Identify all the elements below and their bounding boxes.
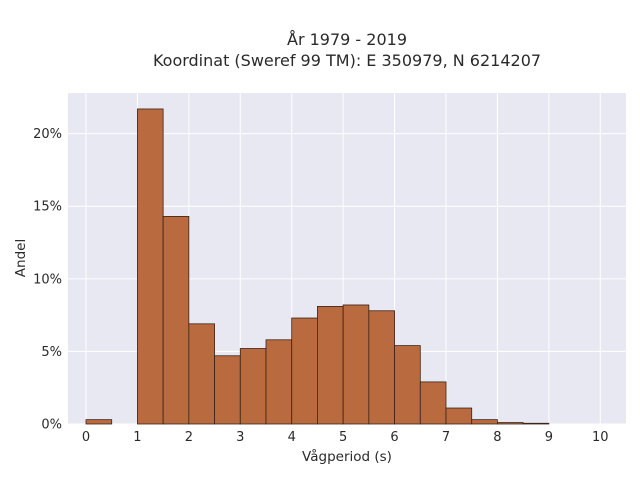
x-tick-label: 5 bbox=[339, 430, 347, 445]
y-tick-label: 0% bbox=[41, 418, 62, 433]
histogram-bar bbox=[419, 381, 447, 425]
y-tick-label: 15% bbox=[33, 200, 62, 215]
y-tick-label: 5% bbox=[41, 345, 62, 360]
histogram-bar bbox=[162, 215, 190, 425]
histogram-bar bbox=[522, 422, 550, 425]
y-tick-label: 20% bbox=[33, 127, 62, 142]
histogram-bar bbox=[239, 348, 267, 425]
x-tick-label: 2 bbox=[185, 430, 193, 445]
histogram-bar bbox=[188, 323, 215, 425]
x-axis-label: Vågperiod (s) bbox=[302, 448, 392, 465]
x-tick-label: 4 bbox=[288, 430, 296, 445]
histogram-bar bbox=[471, 419, 498, 425]
chart-subtitle: Koordinat (Sweref 99 TM): E 350979, N 62… bbox=[153, 51, 541, 70]
histogram-bar bbox=[291, 317, 318, 425]
x-tick-label: 6 bbox=[390, 430, 398, 445]
chart-title: År 1979 - 2019 bbox=[287, 30, 407, 49]
x-tick-label: 9 bbox=[545, 430, 553, 445]
x-tick-label: 10 bbox=[592, 430, 609, 445]
histogram-bar bbox=[497, 422, 524, 425]
x-tick-label: 1 bbox=[133, 430, 141, 445]
histogram-bar bbox=[445, 407, 473, 425]
histogram-bar bbox=[368, 310, 395, 425]
histogram-bar bbox=[265, 339, 293, 425]
x-tick-label: 8 bbox=[493, 430, 501, 445]
x-tick-label: 3 bbox=[236, 430, 244, 445]
y-tick-label: 10% bbox=[33, 272, 62, 287]
histogram-bar bbox=[317, 306, 344, 425]
y-axis-label: Andel bbox=[13, 239, 29, 277]
x-tick-label: 0 bbox=[82, 430, 90, 445]
x-tick-label: 7 bbox=[442, 430, 450, 445]
histogram-bar bbox=[85, 419, 113, 425]
histogram-bar bbox=[214, 355, 241, 425]
bars bbox=[85, 108, 550, 425]
histogram-bar bbox=[394, 345, 421, 425]
histogram-bar bbox=[342, 304, 370, 425]
tick-labels: 0 1 2 3 4 5 6 7 8 9 10 0% 5% 10% 15% 20% bbox=[33, 127, 608, 445]
histogram-bar bbox=[137, 108, 164, 425]
